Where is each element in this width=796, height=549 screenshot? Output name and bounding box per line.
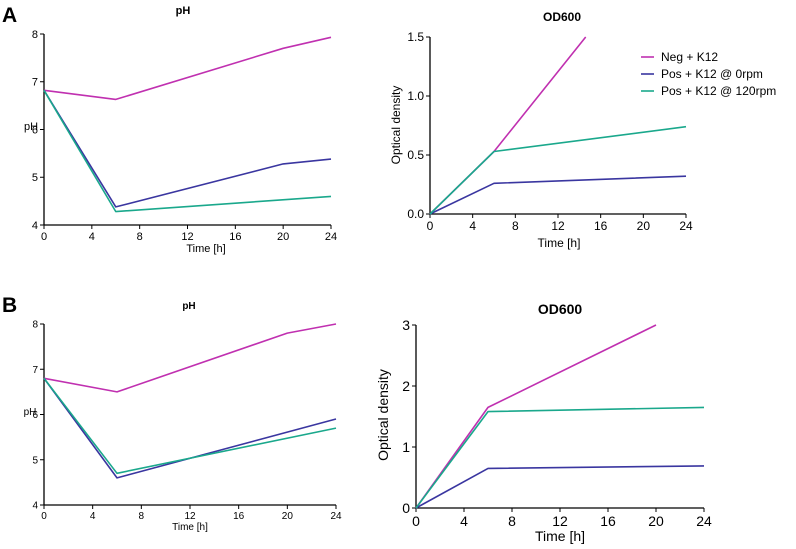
series-line-pos-k12-120rpm [429, 125, 687, 215]
series-line-pos-k12-120rpm [43, 377, 337, 475]
series-line-neg-k12 [43, 323, 337, 393]
series-line-pos-k12-0rpm [43, 89, 332, 208]
x-tick-label: 12 [551, 219, 565, 233]
x-tick-label: 16 [594, 219, 608, 233]
x-tick-label: 20 [282, 511, 294, 522]
x-axis-label: Time [h] [535, 528, 585, 544]
x-tick-label: 8 [137, 231, 143, 243]
series-line-pos-k12-0rpm [43, 377, 337, 479]
x-tick-label: 8 [508, 513, 516, 529]
x-tick-label: 0 [412, 513, 420, 529]
x-tick-label: 16 [233, 511, 245, 522]
series-line-neg-k12 [43, 36, 332, 101]
y-tick-label: 0.0 [407, 207, 424, 221]
series-line-pos-k12-0rpm [429, 175, 687, 215]
x-tick-label: 0 [41, 231, 47, 243]
x-tick-label: 8 [139, 511, 145, 522]
chart-a-od600: OD600 0 4 8 12 16 20 24 0.0 0.5 1.0 1.5 Time [h] Opti… [389, 10, 693, 250]
y-axis-label: Optical density [375, 369, 391, 461]
chart-title: pH [176, 5, 191, 17]
chart-title: OD600 [543, 10, 581, 24]
series-line-pos-k12-120rpm [415, 406, 705, 509]
x-tick-label: 0 [41, 511, 47, 522]
y-tick-label: 1.0 [407, 89, 424, 103]
x-tick-label: 12 [552, 513, 568, 529]
x-tick-label: 0 [427, 219, 434, 233]
series-line-pos-k12-0rpm [415, 465, 705, 509]
x-tick-label: 4 [89, 231, 95, 243]
y-tick-label: 5 [32, 172, 38, 184]
x-axis-label: Time [h] [538, 236, 581, 250]
legend-label-pos-k12-120rpm: Pos + K12 @ 120rpm [661, 84, 776, 98]
x-tick-label: 24 [330, 511, 342, 522]
y-tick-label: 8 [32, 320, 38, 331]
x-tick-label: 12 [184, 511, 196, 522]
legend-label-neg-k12: Neg + K12 [661, 50, 718, 64]
x-tick-label: 24 [325, 231, 337, 243]
series-line-pos-k12-120rpm [43, 89, 332, 213]
series-line-neg-k12 [429, 36, 587, 215]
y-axis-label: pH [24, 121, 38, 133]
legend-label-pos-k12-0rpm: Pos + K12 @ 0rpm [661, 67, 763, 81]
chart-title: OD600 [538, 301, 583, 317]
y-tick-label: 1 [402, 439, 410, 455]
x-axis-label: Time [h] [172, 522, 208, 533]
y-tick-label: 8 [32, 29, 38, 41]
y-tick-label: 0.5 [407, 148, 424, 162]
y-axis-label: Optical density [389, 86, 403, 165]
x-tick-label: 20 [648, 513, 664, 529]
series-line-neg-k12 [415, 324, 657, 509]
y-tick-label: 6 [32, 410, 38, 421]
y-tick-label: 2 [402, 378, 410, 394]
x-tick-label: 24 [696, 513, 712, 529]
y-tick-label: 0 [402, 500, 410, 516]
x-axis-label: Time [h] [186, 243, 225, 255]
x-tick-label: 4 [90, 511, 96, 522]
y-tick-label: 7 [32, 77, 38, 89]
x-tick-label: 8 [512, 219, 519, 233]
x-tick-label: 4 [469, 219, 476, 233]
y-axis-label: pH [24, 407, 37, 418]
x-tick-label: 20 [277, 231, 289, 243]
y-tick-label: 3 [402, 317, 410, 333]
chart-title: pH [182, 301, 195, 312]
y-tick-label: 1.5 [407, 30, 424, 44]
x-tick-label: 24 [679, 219, 693, 233]
y-tick-label: 6 [32, 124, 38, 136]
x-tick-label: 16 [229, 231, 241, 243]
panel-letter-a: A [2, 4, 17, 27]
x-tick-label: 20 [637, 219, 651, 233]
y-tick-label: 4 [32, 220, 38, 232]
y-tick-label: 5 [32, 455, 38, 466]
x-tick-label: 12 [181, 231, 193, 243]
y-tick-label: 4 [32, 501, 38, 512]
y-tick-label: 7 [32, 365, 38, 376]
legend: Neg + K12 Pos + K12 @ 0rpm Pos + K12 @ 1… [641, 50, 776, 98]
x-tick-label: 4 [460, 513, 468, 529]
x-tick-label: 16 [600, 513, 616, 529]
panel-letter-b: B [2, 294, 17, 317]
